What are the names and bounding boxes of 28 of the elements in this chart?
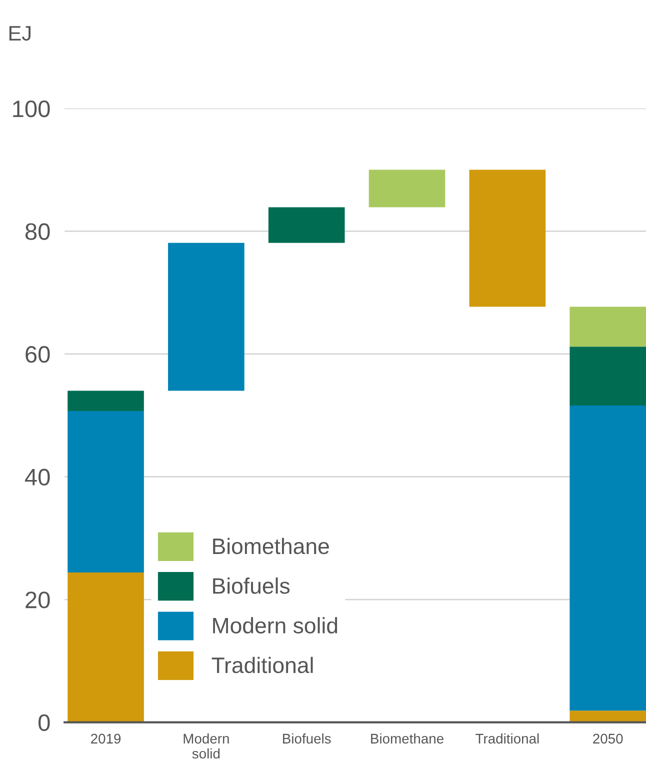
bar [469,170,546,307]
y-tick-label: 60 [26,346,50,363]
bar [570,406,646,711]
bar [68,411,144,572]
y-tick-label: 80 [25,223,50,240]
y-tick-label: 100 [13,100,50,118]
legend-label: Biofuels [213,578,290,594]
legend-label: Modern solid [213,617,338,634]
x-tick-label: Biomethane [371,733,444,744]
bar [570,306,646,347]
bar [268,207,345,243]
y-tick-label: 0 [38,714,50,732]
bar [68,572,144,722]
x-tick-label: 2050 [593,734,623,744]
y-tick-label: 40 [24,468,50,486]
x-tick-label: Biofuels [283,733,331,744]
legend-label: Traditional [212,656,313,674]
bar [168,242,244,391]
bar [68,390,144,412]
x-tick-label: Traditional [476,733,539,744]
y-tick-label: 20 [26,592,50,608]
bar [570,346,646,406]
bar [570,710,646,722]
legend-label: Biomethane [213,538,329,554]
bar [368,170,446,208]
x-tick-label: Modern solid [184,733,229,759]
x-tick-label: 2019 [91,734,121,744]
y-axis-title: EJ [9,26,31,41]
